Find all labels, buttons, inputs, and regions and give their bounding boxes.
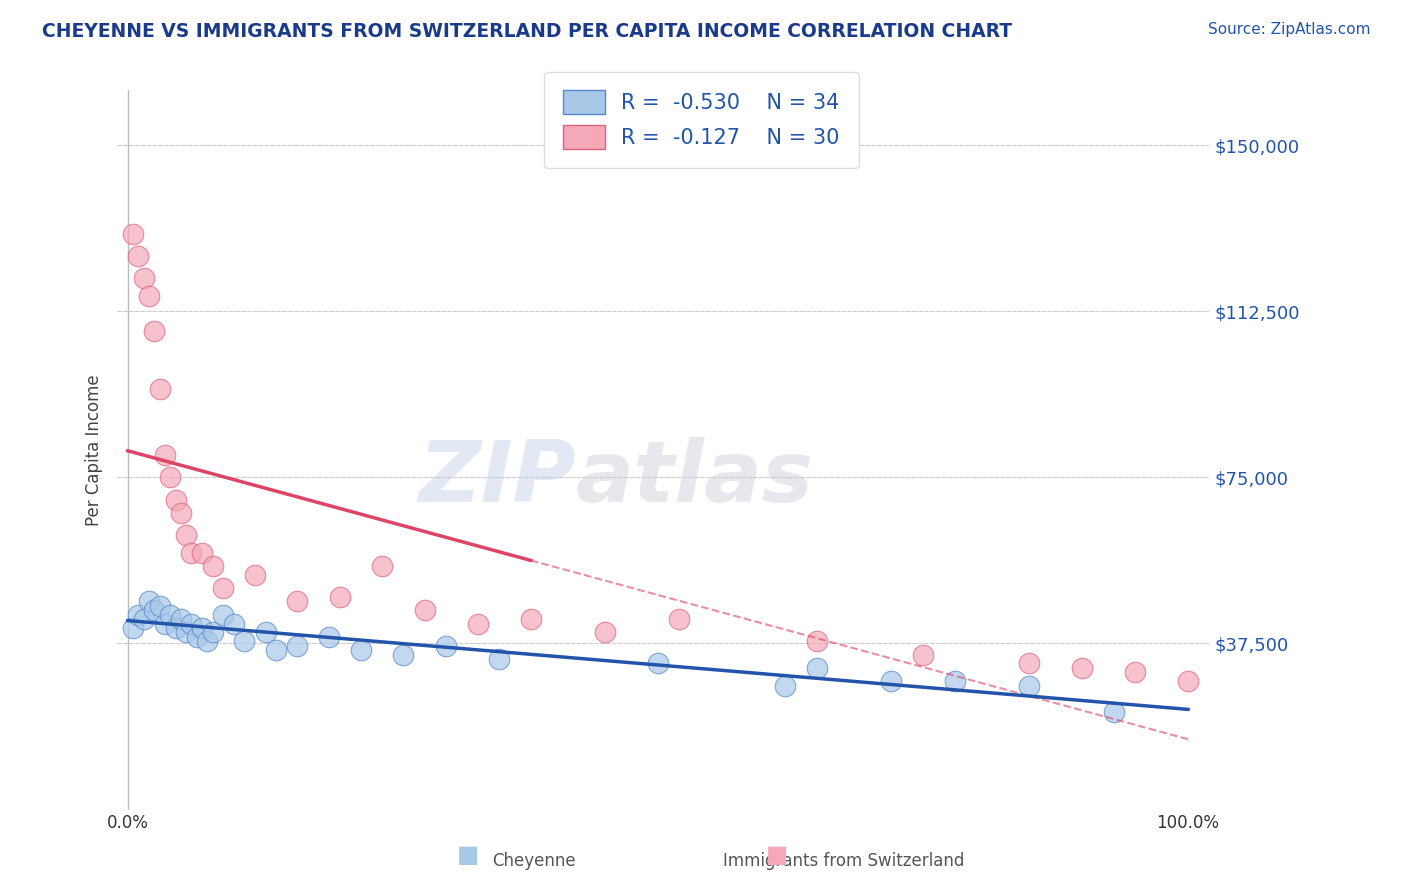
Point — [1071, 661, 1094, 675]
Point — [243, 567, 266, 582]
Point — [186, 630, 208, 644]
Point — [233, 634, 256, 648]
Point — [943, 674, 966, 689]
Point — [153, 616, 176, 631]
Point — [191, 546, 214, 560]
Point — [264, 643, 287, 657]
Point — [519, 612, 541, 626]
Point — [880, 674, 903, 689]
Point — [138, 594, 160, 608]
Point — [467, 616, 489, 631]
Point — [180, 616, 202, 631]
Point — [1102, 705, 1125, 719]
Point — [159, 607, 181, 622]
Point — [593, 625, 616, 640]
Point — [143, 324, 166, 338]
Point — [153, 448, 176, 462]
Point — [159, 470, 181, 484]
Point — [122, 227, 145, 241]
Point — [1018, 657, 1040, 671]
Point — [122, 621, 145, 635]
Point — [165, 621, 187, 635]
Point — [806, 661, 828, 675]
Point — [488, 652, 510, 666]
Point — [165, 492, 187, 507]
Point — [1177, 674, 1199, 689]
Text: Source: ZipAtlas.com: Source: ZipAtlas.com — [1208, 22, 1371, 37]
Text: ■: ■ — [766, 843, 789, 867]
Point — [318, 630, 340, 644]
Point — [143, 603, 166, 617]
Point — [132, 612, 155, 626]
Point — [329, 590, 352, 604]
Point — [212, 607, 235, 622]
Point — [174, 528, 197, 542]
Point — [1123, 665, 1146, 680]
Point — [413, 603, 436, 617]
Point — [191, 621, 214, 635]
Point — [132, 271, 155, 285]
Text: atlas: atlas — [576, 437, 814, 520]
Point — [222, 616, 245, 631]
Text: CHEYENNE VS IMMIGRANTS FROM SWITZERLAND PER CAPITA INCOME CORRELATION CHART: CHEYENNE VS IMMIGRANTS FROM SWITZERLAND … — [42, 22, 1012, 41]
Point — [806, 634, 828, 648]
Point — [149, 599, 172, 613]
Point — [371, 559, 394, 574]
Text: ■: ■ — [457, 843, 479, 867]
Point — [773, 679, 796, 693]
Point — [350, 643, 373, 657]
Point — [911, 648, 934, 662]
Point — [127, 607, 149, 622]
Text: Cheyenne: Cheyenne — [492, 852, 576, 870]
Point — [212, 581, 235, 595]
Point — [434, 639, 457, 653]
Point — [1018, 679, 1040, 693]
Point — [170, 612, 193, 626]
Point — [174, 625, 197, 640]
Point — [170, 506, 193, 520]
Text: ZIP: ZIP — [418, 437, 576, 520]
Y-axis label: Per Capita Income: Per Capita Income — [86, 374, 103, 525]
Point — [138, 289, 160, 303]
Point — [392, 648, 415, 662]
Point — [180, 546, 202, 560]
Point — [201, 559, 224, 574]
Point — [647, 657, 669, 671]
Point — [287, 594, 309, 608]
Text: Immigrants from Switzerland: Immigrants from Switzerland — [723, 852, 965, 870]
Point — [254, 625, 277, 640]
Point — [668, 612, 690, 626]
Point — [195, 634, 218, 648]
Point — [127, 249, 149, 263]
Point — [149, 382, 172, 396]
Point — [201, 625, 224, 640]
Point — [287, 639, 309, 653]
Legend: R =  -0.530    N = 34, R =  -0.127    N = 30: R = -0.530 N = 34, R = -0.127 N = 30 — [544, 71, 859, 168]
